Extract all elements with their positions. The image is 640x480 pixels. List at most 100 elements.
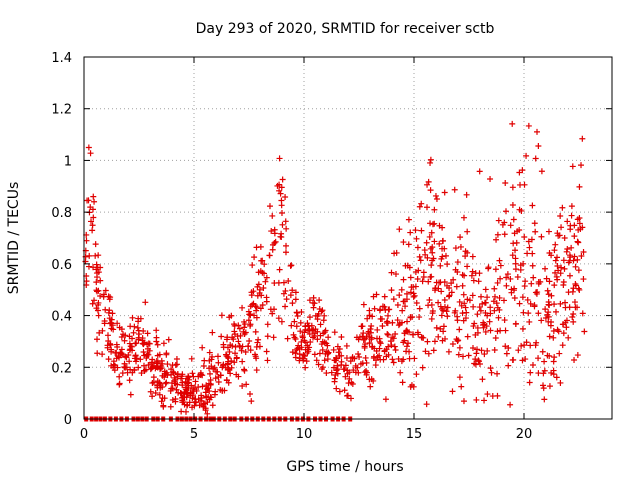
- y-tick-label: 0.2: [51, 361, 72, 376]
- data-point: [454, 268, 461, 275]
- data-point: [566, 257, 573, 264]
- data-point: [509, 184, 516, 191]
- data-point: [377, 306, 384, 313]
- data-point: [355, 350, 362, 357]
- data-point: [551, 301, 558, 308]
- data-point: [361, 344, 368, 351]
- data-point: [105, 338, 112, 345]
- data-point: [324, 342, 331, 349]
- data-point: [294, 312, 301, 319]
- data-point: [457, 234, 464, 241]
- data-point: [430, 347, 437, 354]
- data-point: [271, 230, 278, 237]
- data-point: [351, 355, 358, 362]
- data-point: [376, 345, 383, 352]
- data-point: [173, 386, 180, 393]
- x-tick-label: 20: [516, 427, 533, 442]
- data-point: [454, 317, 461, 324]
- data-point: [251, 254, 258, 261]
- data-point: [544, 352, 551, 359]
- data-points: [82, 120, 588, 422]
- data-point: [277, 190, 284, 197]
- data-point: [206, 370, 213, 377]
- data-point: [248, 289, 255, 296]
- data-point: [319, 346, 326, 353]
- data-point: [392, 271, 399, 278]
- data-point: [544, 287, 551, 294]
- data-point: [301, 329, 308, 336]
- data-point: [398, 286, 405, 293]
- data-point: [178, 408, 185, 415]
- data-point: [188, 382, 195, 389]
- data-point: [526, 379, 533, 386]
- data-point: [150, 374, 157, 381]
- data-point: [342, 362, 349, 369]
- data-point: [377, 315, 384, 322]
- data-point: [494, 370, 501, 377]
- data-point: [149, 379, 156, 386]
- data-point: [262, 278, 269, 285]
- data-point: [412, 268, 419, 275]
- data-point: [209, 402, 216, 409]
- data-point: [145, 351, 152, 358]
- data-point: [304, 349, 311, 356]
- data-point: [231, 359, 238, 366]
- data-point: [548, 252, 555, 259]
- data-point: [276, 155, 283, 162]
- data-point: [366, 312, 373, 319]
- data-point: [503, 350, 510, 357]
- data-point: [331, 329, 338, 336]
- data-point: [496, 257, 503, 264]
- data-point: [497, 327, 504, 334]
- data-point: [236, 342, 243, 349]
- data-point: [355, 336, 362, 343]
- data-point: [304, 320, 311, 327]
- data-point: [88, 218, 95, 225]
- data-point: [302, 364, 309, 371]
- data-point: [487, 365, 494, 372]
- data-point: [412, 283, 419, 290]
- data-point: [423, 401, 430, 408]
- data-point: [133, 358, 140, 365]
- data-point: [292, 354, 299, 361]
- data-point: [552, 308, 559, 315]
- data-point: [565, 334, 572, 341]
- data-point: [456, 374, 463, 381]
- data-point: [525, 238, 532, 245]
- data-point: [550, 358, 557, 365]
- data-point: [396, 292, 403, 299]
- data-point: [369, 313, 376, 320]
- data-point: [571, 299, 578, 306]
- data-point: [423, 204, 430, 211]
- data-point: [219, 387, 226, 394]
- data-point: [131, 323, 138, 330]
- data-point: [435, 299, 442, 306]
- data-point: [331, 378, 338, 385]
- data-point: [572, 304, 579, 311]
- data-point: [442, 252, 449, 259]
- data-point: [560, 330, 567, 337]
- data-point: [206, 357, 213, 364]
- data-point: [370, 293, 377, 300]
- data-point: [282, 303, 289, 310]
- data-point: [546, 278, 553, 285]
- data-point: [444, 304, 451, 311]
- data-point: [492, 335, 499, 342]
- data-point: [570, 310, 577, 317]
- data-point: [144, 345, 151, 352]
- data-point: [293, 323, 300, 330]
- data-point: [127, 391, 134, 398]
- data-point: [214, 353, 221, 360]
- data-point: [241, 330, 248, 337]
- data-point: [427, 187, 434, 194]
- data-point: [575, 285, 582, 292]
- data-point: [468, 272, 475, 279]
- data-point: [173, 355, 180, 362]
- data-point: [218, 312, 225, 319]
- data-point: [363, 359, 370, 366]
- data-point: [480, 319, 487, 326]
- data-point: [407, 229, 414, 236]
- data-point: [572, 282, 579, 289]
- data-point: [313, 357, 320, 364]
- data-point: [112, 349, 119, 356]
